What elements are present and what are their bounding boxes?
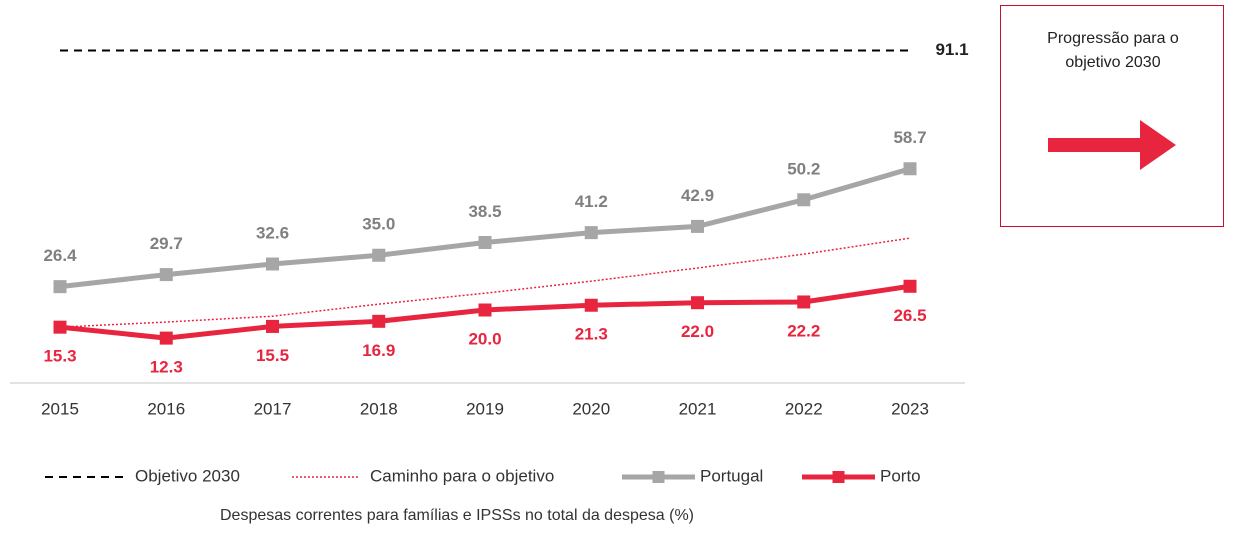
point [478, 235, 492, 249]
data-label: 15.3 [43, 347, 76, 366]
x-tick-label: 2019 [466, 399, 504, 418]
point [584, 298, 598, 312]
annotation: Progressão para o objetivo 2030 [1047, 30, 1179, 71]
point [584, 226, 598, 240]
x-tick-label: 2015 [41, 399, 79, 418]
data-label: 29.7 [150, 234, 183, 253]
legend-marker [832, 471, 845, 483]
point [691, 296, 704, 310]
legend-marker [652, 471, 665, 483]
point [53, 320, 67, 334]
data-label: 35.0 [362, 215, 395, 234]
data-label: 21.3 [575, 325, 608, 344]
point [159, 268, 173, 282]
point [159, 331, 173, 345]
x-tick-label: 2018 [360, 399, 398, 418]
point [478, 303, 492, 317]
point [372, 248, 386, 262]
data-label: 42.9 [681, 186, 714, 205]
point [53, 280, 67, 294]
data-label: 38.5 [468, 202, 501, 221]
reference-label: 91.1 [935, 40, 968, 59]
data-label: 22.0 [681, 322, 714, 341]
data-label: 41.2 [575, 192, 608, 211]
point [372, 314, 386, 328]
data-label: 16.9 [362, 341, 395, 360]
data-label: 22.2 [787, 321, 820, 340]
x-tick-label: 2023 [891, 399, 929, 418]
point [903, 279, 917, 293]
data-label: 32.6 [256, 223, 289, 242]
data-label: 20.0 [468, 329, 501, 348]
series-line [59, 166, 911, 290]
legend-label: Caminho para o objetivo [370, 466, 554, 485]
x-tick-label: 2020 [572, 399, 610, 418]
data-label: 26.4 [43, 246, 77, 265]
point [903, 162, 917, 176]
legend-label: Objetivo 2030 [135, 466, 240, 485]
arrow-icon [1048, 120, 1176, 170]
data-label: 50.2 [787, 159, 820, 178]
point [691, 219, 704, 233]
data-label: 12.3 [150, 358, 183, 377]
annotation-box [1000, 5, 1224, 227]
point [797, 193, 811, 207]
legend-label: Porto [880, 466, 921, 485]
point [266, 319, 279, 333]
point [266, 257, 279, 271]
point [797, 295, 811, 309]
data-label: 58.7 [893, 128, 926, 147]
x-tick-label: 2016 [147, 399, 185, 418]
x-tick-label: 2021 [679, 399, 717, 418]
x-tick-label: 2017 [254, 399, 292, 418]
data-label: 26.5 [893, 306, 926, 325]
legend-label: Portugal [700, 466, 763, 485]
data-label: 15.5 [256, 346, 289, 365]
series-line [59, 237, 911, 328]
x-axis-label: Despesas correntes para famílias e IPSSs… [220, 507, 694, 524]
x-tick-label: 2022 [785, 399, 823, 418]
